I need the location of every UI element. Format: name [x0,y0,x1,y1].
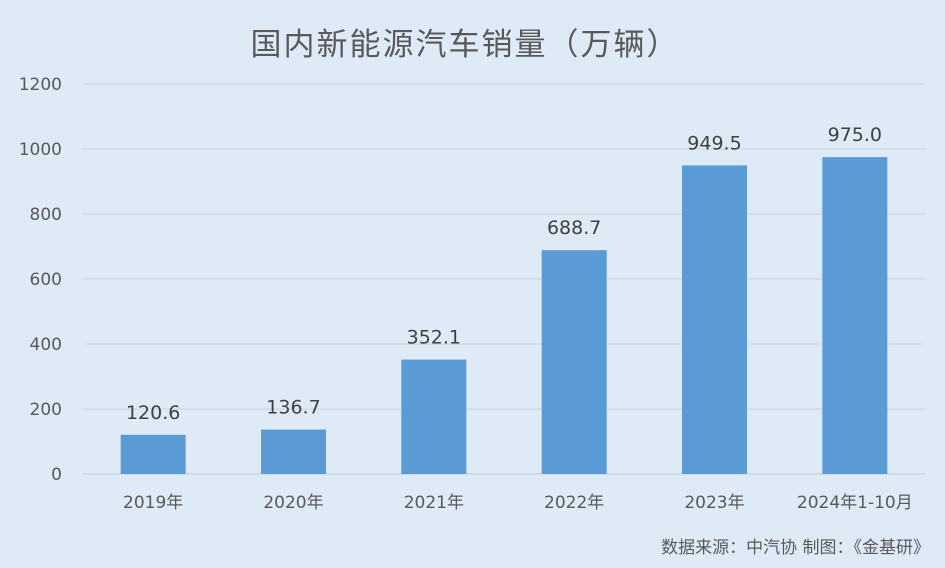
gridlines [83,83,925,475]
data-label: 975.0 [828,124,882,146]
source-note: 数据来源：中汽协 制图：《金基研》 [661,538,930,558]
bar [822,157,888,474]
y-axis-ticks: 0 200 400 600 800 1000 1200 [19,75,62,485]
bar [682,165,747,474]
y-tick-label: 0 [51,465,62,485]
data-labels: 120.6 136.7 352.1 688.7 949.5 975.0 [126,124,882,424]
bar [541,250,607,474]
data-label: 949.5 [687,132,741,154]
bars [120,157,888,474]
y-tick-label: 200 [30,400,62,420]
x-category-label: 2023年 [684,493,744,513]
x-category-label: 2024年1-10月 [797,493,913,513]
bar [120,434,186,474]
x-category-label: 2020年 [263,493,323,513]
x-category-label: 2021年 [404,493,464,513]
data-label: 120.6 [126,402,180,424]
y-tick-label: 600 [30,270,62,290]
x-category-label: 2022年 [544,493,604,513]
y-tick-label: 1200 [19,75,62,95]
data-label: 688.7 [547,217,601,239]
y-tick-label: 400 [30,335,62,355]
y-tick-label: 800 [30,205,62,225]
x-category-label: 2019年 [123,493,183,513]
chart-title: 国内新能源汽车销量（万辆） [251,27,680,63]
y-tick-label: 1000 [19,140,62,160]
bar [261,429,326,474]
x-axis-categories: 2019年 2020年 2021年 2022年 2023年 2024年1-10月 [123,493,913,513]
data-label: 136.7 [266,397,320,419]
bar [401,359,467,474]
data-label: 352.1 [407,327,461,349]
